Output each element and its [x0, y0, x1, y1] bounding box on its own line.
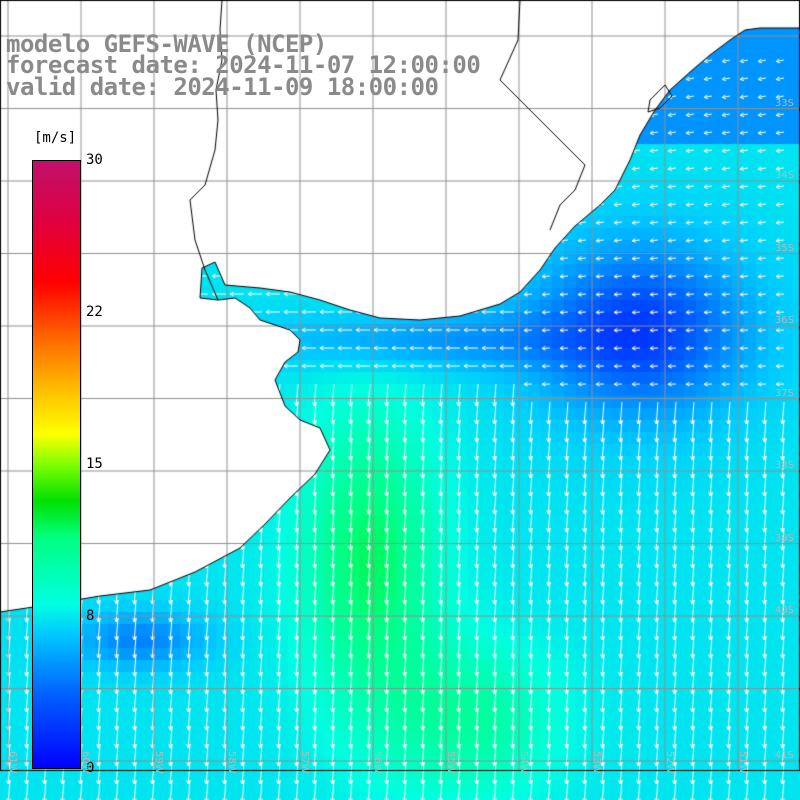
model-title: modelo GEFS-WAVE (NCEP): [6, 30, 327, 58]
lon-label: 56W: [372, 751, 383, 774]
lon-label: 51W: [737, 751, 748, 774]
lon-label: 53W: [591, 751, 602, 774]
lon-label: 58W: [226, 751, 237, 774]
lat-label: 33S: [774, 98, 794, 109]
lat-label: 40S: [774, 605, 794, 616]
colorbar-tick-0: 0: [86, 760, 95, 776]
colorbar-tick-30: 30: [86, 152, 103, 168]
lat-label: 39S: [774, 533, 794, 544]
lat-label: 36S: [774, 315, 794, 326]
lon-label: 57W: [299, 751, 310, 774]
lat-label: 41S: [774, 750, 794, 761]
colorbar-tick-22: 22: [86, 304, 103, 320]
lon-label: 54W: [518, 751, 529, 774]
lon-label: 60W: [80, 751, 91, 774]
colorbar-tick-8: 8: [86, 608, 95, 624]
lon-label: 52W: [664, 751, 675, 774]
lat-label: 38S: [774, 460, 794, 471]
lat-label: 35S: [774, 243, 794, 254]
colorbar-units: [m/s]: [34, 130, 77, 146]
lon-label: 61W: [7, 751, 18, 774]
colorbar: [32, 160, 81, 769]
lat-label: 34S: [774, 170, 794, 181]
forecast-date: forecast date: 2024-11-07 12:00:00: [6, 51, 481, 79]
lon-label: 59W: [153, 751, 164, 774]
lat-label: 37S: [774, 388, 794, 399]
lon-label: 55W: [445, 751, 456, 774]
colorbar-tick-15: 15: [86, 456, 103, 472]
valid-date: valid date: 2024-11-09 18:00:00: [6, 73, 439, 101]
